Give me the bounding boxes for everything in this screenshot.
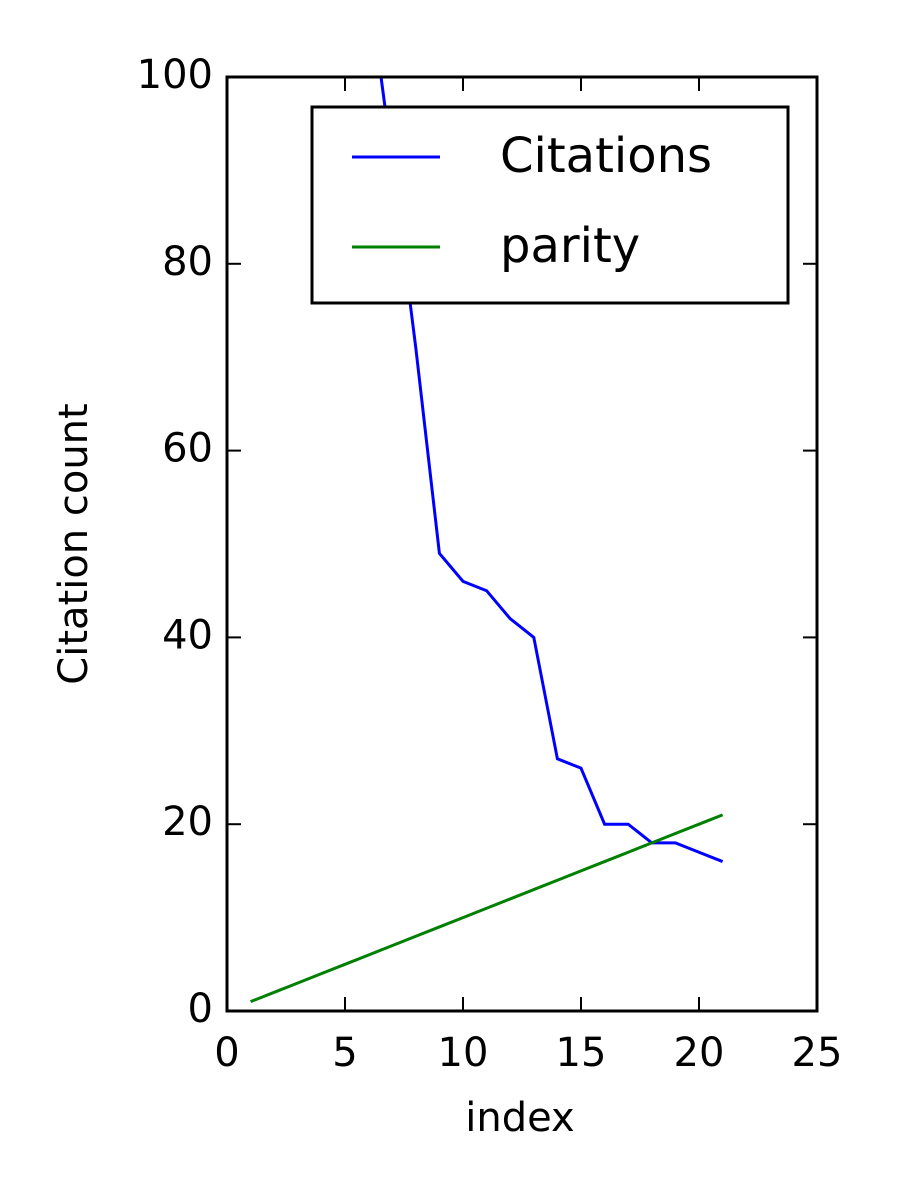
data-line: [379, 77, 724, 863]
x-tick-label: 0: [214, 1030, 239, 1076]
y-tick-label: 60: [162, 426, 213, 472]
y-tick-label: 100: [137, 52, 213, 98]
plot-lines: [250, 77, 724, 1004]
x-tick-label: 5: [332, 1030, 357, 1076]
data-line: [250, 813, 724, 1004]
y-tick-label: 0: [188, 986, 213, 1032]
plot-frame: [225, 75, 819, 1013]
y-tick-label: 20: [162, 799, 213, 845]
x-tick-label: 20: [674, 1030, 725, 1076]
y-axis-label: Citation count: [51, 403, 97, 684]
x-axis-label: index: [465, 1095, 574, 1141]
legend-box: [310, 105, 790, 305]
x-tick-label: 15: [556, 1030, 607, 1076]
y-tick-label: 40: [162, 612, 213, 658]
x-tick-label: 25: [792, 1030, 843, 1076]
x-tick-label: 10: [438, 1030, 489, 1076]
legend-label: parity: [500, 218, 640, 274]
legend-label: Citations: [500, 128, 712, 184]
y-tick-label: 80: [162, 239, 213, 285]
